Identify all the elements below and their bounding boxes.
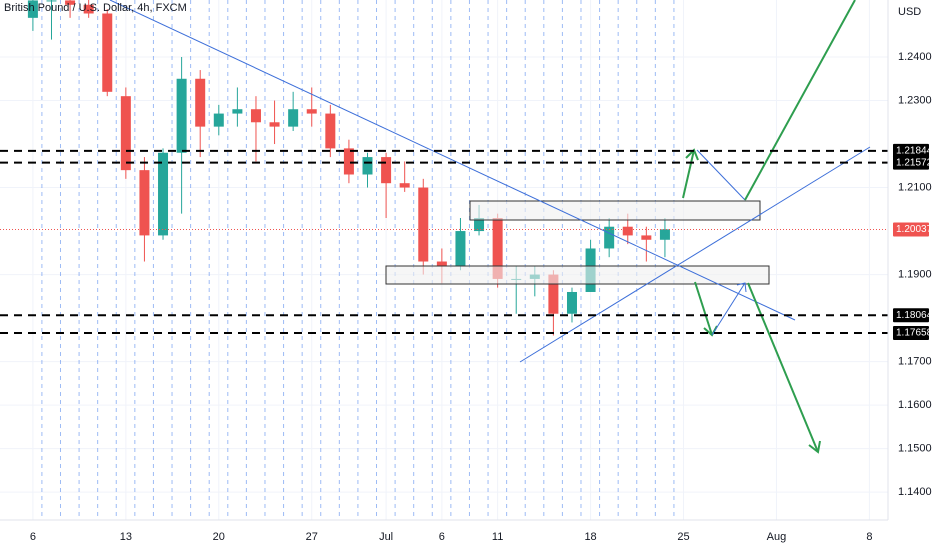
projection [682,149,695,199]
candle-body [158,152,169,236]
y-tick-label: 1.17000 [898,356,932,368]
x-tick-label: 13 [120,531,132,543]
level-label: 1.17658 [896,328,932,339]
level-label: 1.21572 [896,157,932,168]
candle-body [83,4,94,14]
candle-body [120,96,131,171]
candle-body [288,109,299,127]
x-tick-label: 6 [439,531,445,543]
candle-body [362,157,373,175]
x-tick-label: 20 [213,531,225,543]
candle-body [65,0,76,5]
candle-body [455,231,466,266]
candle-body [343,148,354,175]
candle-body [604,226,615,249]
zone-box [469,200,761,221]
x-tick-label: 25 [677,531,689,543]
candle-body [566,291,577,314]
candles [27,0,670,336]
last-price-tag [893,222,929,237]
projection [747,282,819,453]
background [0,0,888,520]
trendline [519,146,871,363]
x-tick-label: 11 [492,531,503,543]
level-tag [893,155,929,170]
arrow-head [736,282,747,293]
level-label: 1.21844 [896,145,932,156]
candle-body [269,122,280,127]
candle-body [139,170,150,236]
candle-body [176,78,187,153]
candle-body [659,229,670,240]
candle-body [102,13,113,92]
y-tick-label: 1.15000 [898,443,932,455]
arrow-head [808,440,821,454]
currency: USD [898,6,921,18]
y-tick-label: 1.14000 [898,486,932,498]
candle-body [381,157,392,184]
level-tag [893,308,929,323]
x-tick-label: 6 [30,531,36,543]
x-tick-label: 27 [306,531,318,543]
candle-body [399,183,410,188]
candle-body [436,261,447,266]
x-tick-label: 18 [584,531,596,543]
y-tick-label: 1.23000 [898,94,932,106]
chart-title: British Pound / U.S. Dollar, 4h, FXCM [4,2,187,14]
level-tag [893,325,929,340]
drawings [109,0,871,454]
x-tick-label: 8 [866,531,872,543]
zone-box [385,265,770,285]
y-tick-label: 1.24000 [898,51,932,63]
candle-body [548,274,559,314]
candle-body [213,113,224,127]
y-tick-label: 1.16000 [898,399,932,411]
y-tick-label: 1.21000 [898,181,932,193]
projection [696,149,746,201]
candle-body [195,78,206,127]
candle-body [27,0,38,18]
candle-body [325,113,336,149]
candle-body [46,0,57,2]
candle-body [232,109,243,114]
x-tick-label: Aug [767,531,787,543]
candle-body [250,109,261,123]
projection [694,281,713,336]
y-tick-label: 1.19000 [898,268,932,280]
trendline [109,0,796,321]
last-price-label: 1.20037 [896,224,932,235]
candle-body [641,235,652,240]
candle-body [306,109,317,114]
candle-body [418,187,429,262]
level-tag [893,143,929,158]
x-tick-label: Jul [379,531,393,543]
projection [711,282,746,336]
candle-body [474,218,485,232]
level-label: 1.18064 [896,310,932,321]
candle-body [492,218,503,279]
projection [744,0,856,201]
candle-body [622,226,633,236]
